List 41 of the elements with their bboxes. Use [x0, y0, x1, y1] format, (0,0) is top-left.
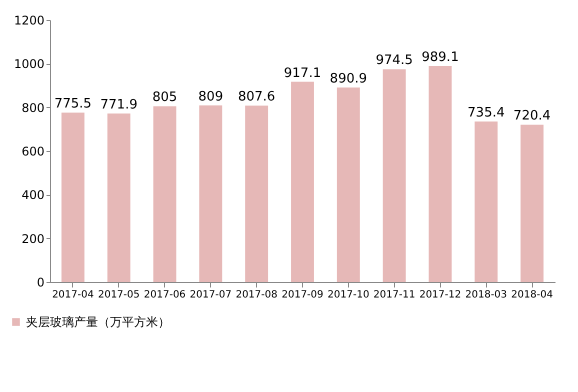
- y-tick-label: 0: [36, 276, 44, 290]
- data-label: 735.4: [468, 105, 505, 120]
- data-label: 775.5: [54, 96, 92, 112]
- x-tick-label: 2017-10: [328, 290, 370, 300]
- x-tick-label: 2017-04: [52, 290, 94, 300]
- data-label: 807.6: [238, 90, 276, 105]
- x-tick-label: 2018-04: [511, 290, 553, 300]
- y-tick-label: 1200: [14, 14, 44, 28]
- data-label: 720.4: [513, 108, 551, 124]
- bar: [107, 113, 130, 282]
- x-tick-label: 2018-03: [465, 290, 508, 300]
- bar: [153, 106, 176, 282]
- x-tick-label: 2017-05: [98, 290, 140, 300]
- x-tick-label: 2017-11: [373, 290, 416, 300]
- bar: [382, 69, 406, 282]
- x-tick-label: 2017-09: [282, 290, 324, 300]
- y-tick-label: 400: [22, 188, 44, 202]
- x-tick-label: 2017-07: [190, 290, 232, 300]
- bar: [291, 82, 314, 282]
- x-tick-label: 2017-06: [144, 290, 186, 300]
- data-label: 974.5: [376, 53, 413, 68]
- y-tick-label: 1000: [14, 57, 44, 72]
- data-label: 989.1: [422, 50, 459, 66]
- bar: [336, 87, 360, 282]
- legend-label: 夹层玻璃产量（万平方米）: [26, 315, 170, 329]
- bar: [520, 124, 544, 282]
- data-label: 771.9: [100, 97, 138, 112]
- bar: [61, 112, 84, 282]
- bar: [245, 106, 268, 282]
- x-tick-label: 2017-08: [236, 290, 278, 300]
- data-label: 917.1: [284, 66, 322, 81]
- y-tick-label: 600: [22, 144, 44, 158]
- y-tick-label: 200: [22, 232, 44, 246]
- data-label: 890.9: [330, 71, 368, 86]
- bar: [199, 105, 222, 282]
- y-tick-label: 800: [22, 100, 44, 115]
- data-label: 809: [198, 89, 224, 104]
- bar: [428, 66, 452, 282]
- bar: [474, 121, 498, 282]
- x-tick-label: 2017-12: [419, 290, 462, 300]
- data-label: 805: [152, 90, 178, 106]
